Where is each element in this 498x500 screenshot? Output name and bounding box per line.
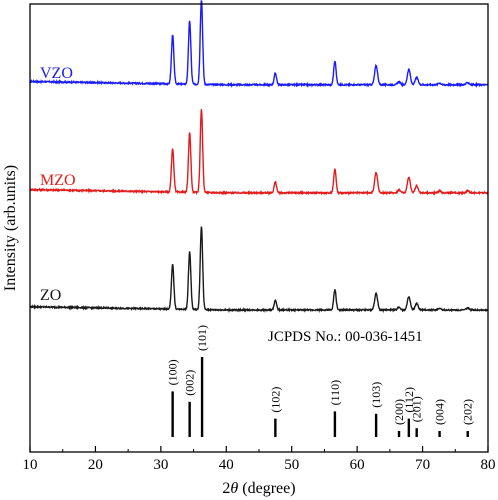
x-tick-label-60: 60 <box>350 457 365 473</box>
series-label-zo: ZO <box>40 287 61 304</box>
x-tick-label-50: 50 <box>284 457 299 473</box>
x-tick-label-80: 80 <box>481 457 496 473</box>
reference-peak-label-8: (201) <box>410 396 424 422</box>
reference-peak-label-6: (200) <box>392 399 406 425</box>
reference-peak-label-9: (004) <box>433 399 447 425</box>
reference-peak-label-7: (112) <box>402 387 416 413</box>
x-tick-label-40: 40 <box>219 457 234 473</box>
x-axis-title: 2θ (degree) <box>222 480 295 497</box>
x-tick-label-30: 30 <box>153 457 168 473</box>
x-tick-label-70: 70 <box>415 457 430 473</box>
reference-peak-label-10: (202) <box>461 399 475 425</box>
plot-frame <box>29 3 489 453</box>
x-axis-title-prefix: 2 <box>222 480 230 497</box>
series-label-vzo: VZO <box>40 65 73 82</box>
x-tick-label-20: 20 <box>88 457 103 473</box>
series-line-zo <box>29 226 489 314</box>
reference-peak-label-3: (102) <box>268 387 282 413</box>
x-tick-label-10: 10 <box>23 457 38 473</box>
x-axis-ticks: 10 20 30 40 50 60 70 80 <box>23 446 496 473</box>
reference-peak-label-5: (103) <box>369 382 383 408</box>
x-axis-title-theta: θ <box>230 480 238 497</box>
jcpds-reference-label: JCPDS No.: 00-036-1451 <box>268 329 423 345</box>
reference-peak-label-4: (110) <box>328 380 342 406</box>
plot-area: VZO MZO ZO (100) (002) (101) (102) (110) (103) (2… <box>29 0 489 437</box>
series-label-mzo: MZO <box>40 172 76 189</box>
x-axis-title-suffix: (degree) <box>238 480 295 497</box>
series-line-vzo <box>29 0 489 89</box>
reference-peak-label-1: (002) <box>183 370 197 396</box>
reference-peak-label-2: (101) <box>195 325 209 351</box>
y-axis-title: Intensity (arb.units) <box>2 165 19 291</box>
reference-peak-label-0: (100) <box>166 359 180 385</box>
series-line-mzo <box>29 109 489 197</box>
